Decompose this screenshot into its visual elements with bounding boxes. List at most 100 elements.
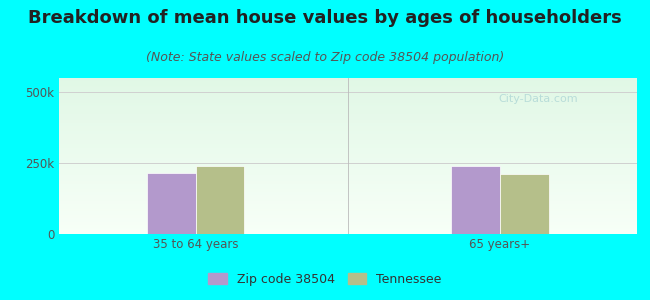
Bar xyxy=(58,150,637,151)
Bar xyxy=(58,212,637,214)
Bar xyxy=(58,120,637,122)
Bar xyxy=(58,232,637,234)
Bar xyxy=(58,142,637,143)
Bar xyxy=(58,114,637,116)
Bar xyxy=(58,165,637,167)
Bar xyxy=(58,95,637,97)
Bar xyxy=(58,147,637,148)
Bar xyxy=(58,208,637,209)
Bar xyxy=(58,86,637,87)
Bar xyxy=(451,166,500,234)
Bar xyxy=(58,231,637,232)
Bar xyxy=(58,148,637,150)
Bar xyxy=(58,100,637,101)
Bar xyxy=(58,154,637,156)
Bar xyxy=(58,161,637,162)
Bar xyxy=(58,133,637,134)
Bar xyxy=(58,211,637,212)
Bar xyxy=(58,156,637,158)
Bar xyxy=(58,172,637,173)
Bar xyxy=(58,109,637,111)
Bar xyxy=(58,153,637,154)
Bar xyxy=(58,215,637,217)
Bar xyxy=(58,203,637,204)
Text: (Note: State values scaled to Zip code 38504 population): (Note: State values scaled to Zip code 3… xyxy=(146,51,504,64)
Bar xyxy=(58,122,637,123)
Bar xyxy=(58,204,637,206)
Bar xyxy=(58,103,637,104)
Bar xyxy=(58,97,637,98)
Bar xyxy=(58,170,637,172)
Bar xyxy=(58,158,637,159)
Bar xyxy=(58,125,637,126)
Bar xyxy=(58,221,637,223)
Bar xyxy=(58,98,637,100)
Bar xyxy=(58,159,637,161)
Bar xyxy=(58,131,637,133)
Bar xyxy=(58,196,637,198)
Bar xyxy=(58,173,637,175)
Bar xyxy=(58,164,637,165)
Bar xyxy=(58,186,637,187)
Bar xyxy=(58,91,637,92)
Bar xyxy=(58,94,637,95)
Bar xyxy=(58,175,637,176)
Bar xyxy=(58,143,637,145)
Bar xyxy=(58,201,637,203)
Bar xyxy=(58,226,637,228)
Bar xyxy=(58,206,637,208)
Bar xyxy=(58,123,637,125)
Bar xyxy=(58,217,637,218)
Bar xyxy=(58,106,637,108)
Bar xyxy=(58,78,637,80)
Bar xyxy=(58,145,637,147)
Bar xyxy=(58,178,637,179)
Bar xyxy=(58,229,637,231)
Bar xyxy=(58,218,637,220)
Bar xyxy=(196,166,244,234)
Bar xyxy=(58,83,637,84)
Bar xyxy=(58,198,637,200)
Bar xyxy=(58,187,637,189)
Text: City-Data.com: City-Data.com xyxy=(498,94,578,103)
Bar xyxy=(58,89,637,91)
Bar xyxy=(58,184,637,186)
Bar xyxy=(58,192,637,194)
Bar xyxy=(58,126,637,128)
Legend: Zip code 38504, Tennessee: Zip code 38504, Tennessee xyxy=(203,268,447,291)
Bar xyxy=(58,118,637,120)
Bar xyxy=(58,84,637,86)
Bar xyxy=(58,116,637,117)
Bar xyxy=(58,179,637,181)
Bar xyxy=(58,136,637,137)
Bar xyxy=(58,111,637,112)
Bar xyxy=(58,194,637,195)
Bar xyxy=(58,162,637,164)
Bar xyxy=(58,140,637,142)
Bar xyxy=(58,112,637,114)
Bar xyxy=(58,200,637,201)
Bar xyxy=(58,167,637,169)
Bar xyxy=(58,182,637,184)
Bar xyxy=(58,151,637,153)
Bar xyxy=(58,223,637,225)
Bar xyxy=(58,190,637,192)
Bar xyxy=(58,225,637,226)
Bar xyxy=(500,174,549,234)
Bar xyxy=(58,104,637,106)
Bar xyxy=(58,134,637,136)
Bar xyxy=(147,173,196,234)
Bar xyxy=(58,139,637,140)
Bar xyxy=(58,228,637,229)
Bar xyxy=(58,130,637,131)
Bar xyxy=(58,117,637,118)
Text: Breakdown of mean house values by ages of householders: Breakdown of mean house values by ages o… xyxy=(28,9,622,27)
Bar xyxy=(58,101,637,103)
Bar xyxy=(58,137,637,139)
Bar xyxy=(58,220,637,221)
Bar xyxy=(58,81,637,83)
Bar xyxy=(58,195,637,196)
Bar xyxy=(58,181,637,182)
Bar xyxy=(58,189,637,190)
Bar xyxy=(58,87,637,89)
